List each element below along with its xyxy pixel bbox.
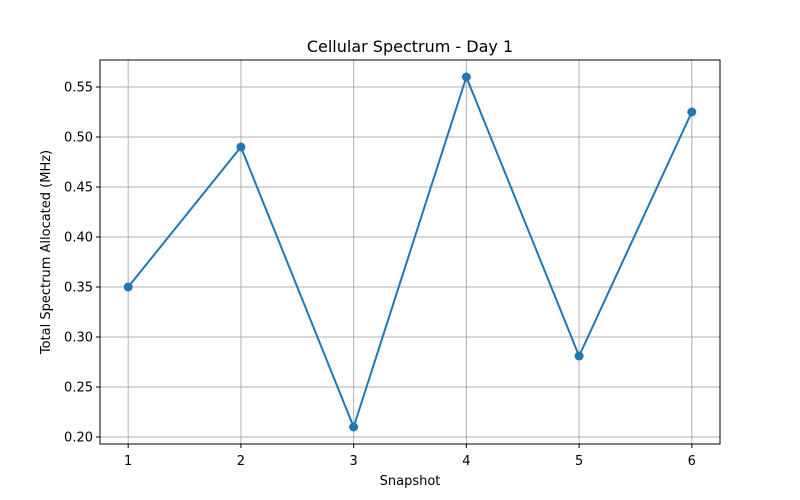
series-layer [123, 72, 697, 432]
y-axis-label: Total Spectrum Allocated (MHz) [39, 150, 54, 355]
y-tick-label: 0.55 [64, 81, 93, 96]
data-point [574, 351, 584, 361]
data-point [349, 422, 359, 432]
x-tick-label: 3 [349, 454, 357, 469]
x-tick-label: 1 [124, 454, 132, 469]
x-tick-label: 6 [688, 454, 696, 469]
x-axis-label: Snapshot [380, 474, 441, 489]
data-point [123, 282, 133, 292]
y-tick-label: 0.50 [64, 131, 93, 146]
y-tick-label: 0.25 [64, 381, 93, 396]
y-tick-label: 0.40 [64, 231, 93, 246]
y-tick-label: 0.30 [64, 331, 93, 346]
tick-layer: 1 2 3 4 5 6 0.20 0.25 0.30 0.35 0.40 0.45 0.50 0.55 [64, 81, 696, 470]
x-tick-label: 2 [237, 454, 245, 469]
data-point [687, 107, 697, 117]
x-tick-label: 5 [575, 454, 583, 469]
grid-lines [100, 60, 720, 444]
y-tick-label: 0.20 [64, 431, 93, 446]
plot-frame [99, 59, 721, 445]
chart-title: Cellular Spectrum - Day 1 [307, 37, 513, 56]
series-line [127, 76, 693, 428]
data-point [461, 72, 471, 82]
y-tick-label: 0.35 [64, 281, 93, 296]
data-point [236, 142, 246, 152]
x-tick-label: 4 [462, 454, 470, 469]
y-tick-label: 0.45 [64, 181, 93, 196]
